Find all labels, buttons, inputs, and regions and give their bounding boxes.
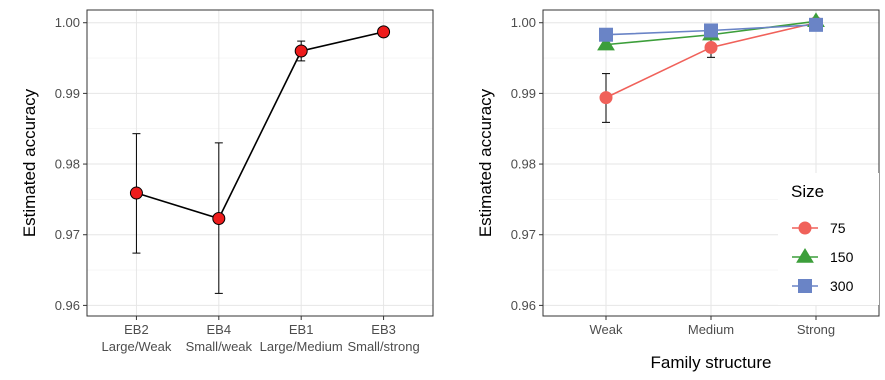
x-tick-label: Large/Weak [101, 339, 171, 354]
data-point [599, 91, 613, 105]
y-axis-title: Estimated accuracy [476, 88, 495, 237]
x-tick-label: EB2 [124, 322, 149, 337]
x-tick-label: EB3 [371, 322, 396, 337]
panel-border [542, 9, 880, 317]
legend-label: 75 [830, 220, 846, 236]
legend-label: 150 [830, 249, 854, 265]
y-tick-label: 0.97 [511, 227, 536, 242]
y-tick-label: 0.98 [511, 157, 536, 172]
y-tick-label: 0.99 [511, 86, 536, 101]
legend-label: 300 [830, 278, 854, 294]
data-point [704, 23, 718, 38]
series-line [136, 31, 384, 220]
data-point [809, 17, 823, 32]
plot-area [87, 10, 433, 316]
y-tick-label: 0.96 [511, 298, 536, 313]
y-tick-label: 0.98 [55, 157, 80, 172]
data-point [704, 40, 718, 54]
right-chart: 0.96 0.97 0.98 0.99 1.00 Weak Medium Strong Esti… [476, 9, 880, 372]
x-tick-label: Small/weak [186, 339, 253, 354]
legend-key-marker [798, 221, 812, 235]
y-axis-title: Estimated accuracy [20, 88, 39, 237]
data-point [599, 27, 613, 42]
y-tick-label: 1.00 [55, 15, 80, 30]
legend-box [778, 173, 879, 305]
x-tick-label: Medium [688, 322, 734, 337]
x-tick-label: Weak [590, 322, 623, 337]
left-chart: 0.96 0.97 0.98 0.99 1.00 EB2 Large/Weak EB4 Smal… [20, 9, 434, 354]
x-tick-label: EB4 [207, 322, 232, 337]
x-tick-label: EB1 [289, 322, 314, 337]
data-point [377, 25, 391, 39]
legend-key-marker [796, 248, 814, 263]
y-tick-label: 0.97 [55, 227, 80, 242]
y-tick-label: 1.00 [511, 15, 536, 30]
panel-border [86, 9, 434, 317]
legend: Size 75 150 300 [778, 173, 879, 305]
y-tick-label: 0.96 [55, 298, 80, 313]
x-tick-label: Small/strong [347, 339, 419, 354]
x-tick-label: Strong [797, 322, 835, 337]
x-tick-label: Large/Medium [260, 339, 343, 354]
x-axis-title: Family structure [651, 353, 772, 372]
data-point [597, 35, 615, 51]
legend-title: Size [791, 182, 824, 201]
y-tick-label: 0.99 [55, 86, 80, 101]
data-point [212, 211, 226, 225]
legend-key-marker [798, 279, 812, 293]
data-point [129, 186, 143, 200]
data-point [294, 44, 308, 58]
